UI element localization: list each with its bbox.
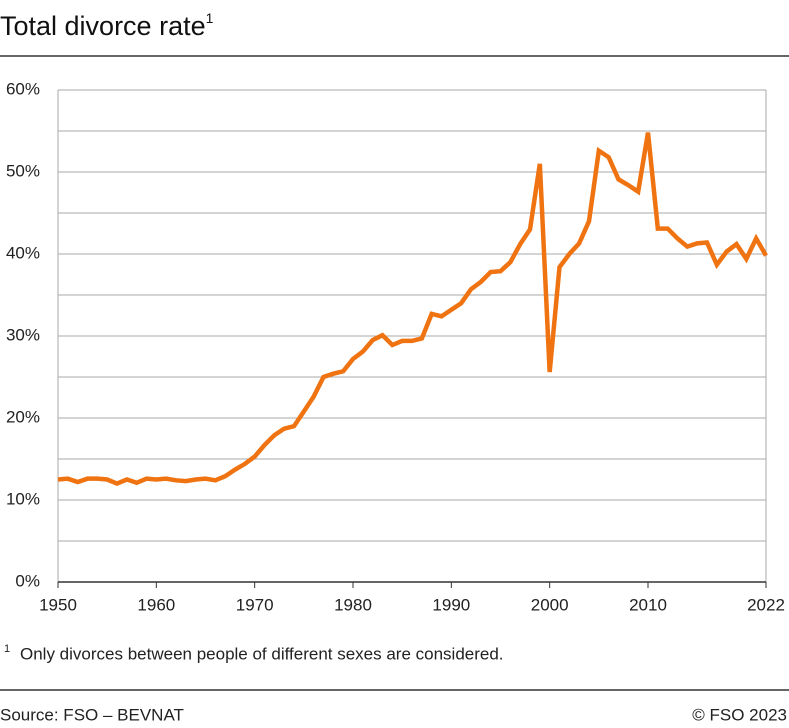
y-tick-label: 0%	[15, 571, 40, 590]
footnote: Only divorces between people of differen…	[20, 644, 504, 663]
y-tick-label: 10%	[6, 489, 40, 508]
title-note: 1	[206, 10, 214, 26]
footnote-marker: 1	[4, 643, 10, 655]
data-line	[57, 132, 768, 487]
x-tick-label: 1950	[39, 595, 77, 614]
copyright: © FSO 2023	[692, 705, 787, 724]
y-tick-label: 20%	[6, 407, 40, 426]
y-tick-label: 50%	[6, 161, 40, 180]
x-tick-label: 1960	[137, 595, 175, 614]
y-tick-label: 40%	[6, 243, 40, 262]
chart-title: Total divorce rate1	[0, 10, 214, 41]
x-tick-label: 1990	[432, 595, 470, 614]
x-tick-label: 2000	[531, 595, 569, 614]
source: Source: FSO – BEVNAT	[0, 705, 184, 724]
x-tick-label: 2022	[747, 595, 785, 614]
title-text: Total divorce rate	[0, 11, 206, 41]
x-tick-label: 1980	[334, 595, 372, 614]
x-tick-label: 2010	[629, 595, 667, 614]
x-tick-label: 1970	[236, 595, 274, 614]
y-tick-label: 30%	[6, 325, 40, 344]
y-tick-label: 60%	[6, 79, 40, 98]
